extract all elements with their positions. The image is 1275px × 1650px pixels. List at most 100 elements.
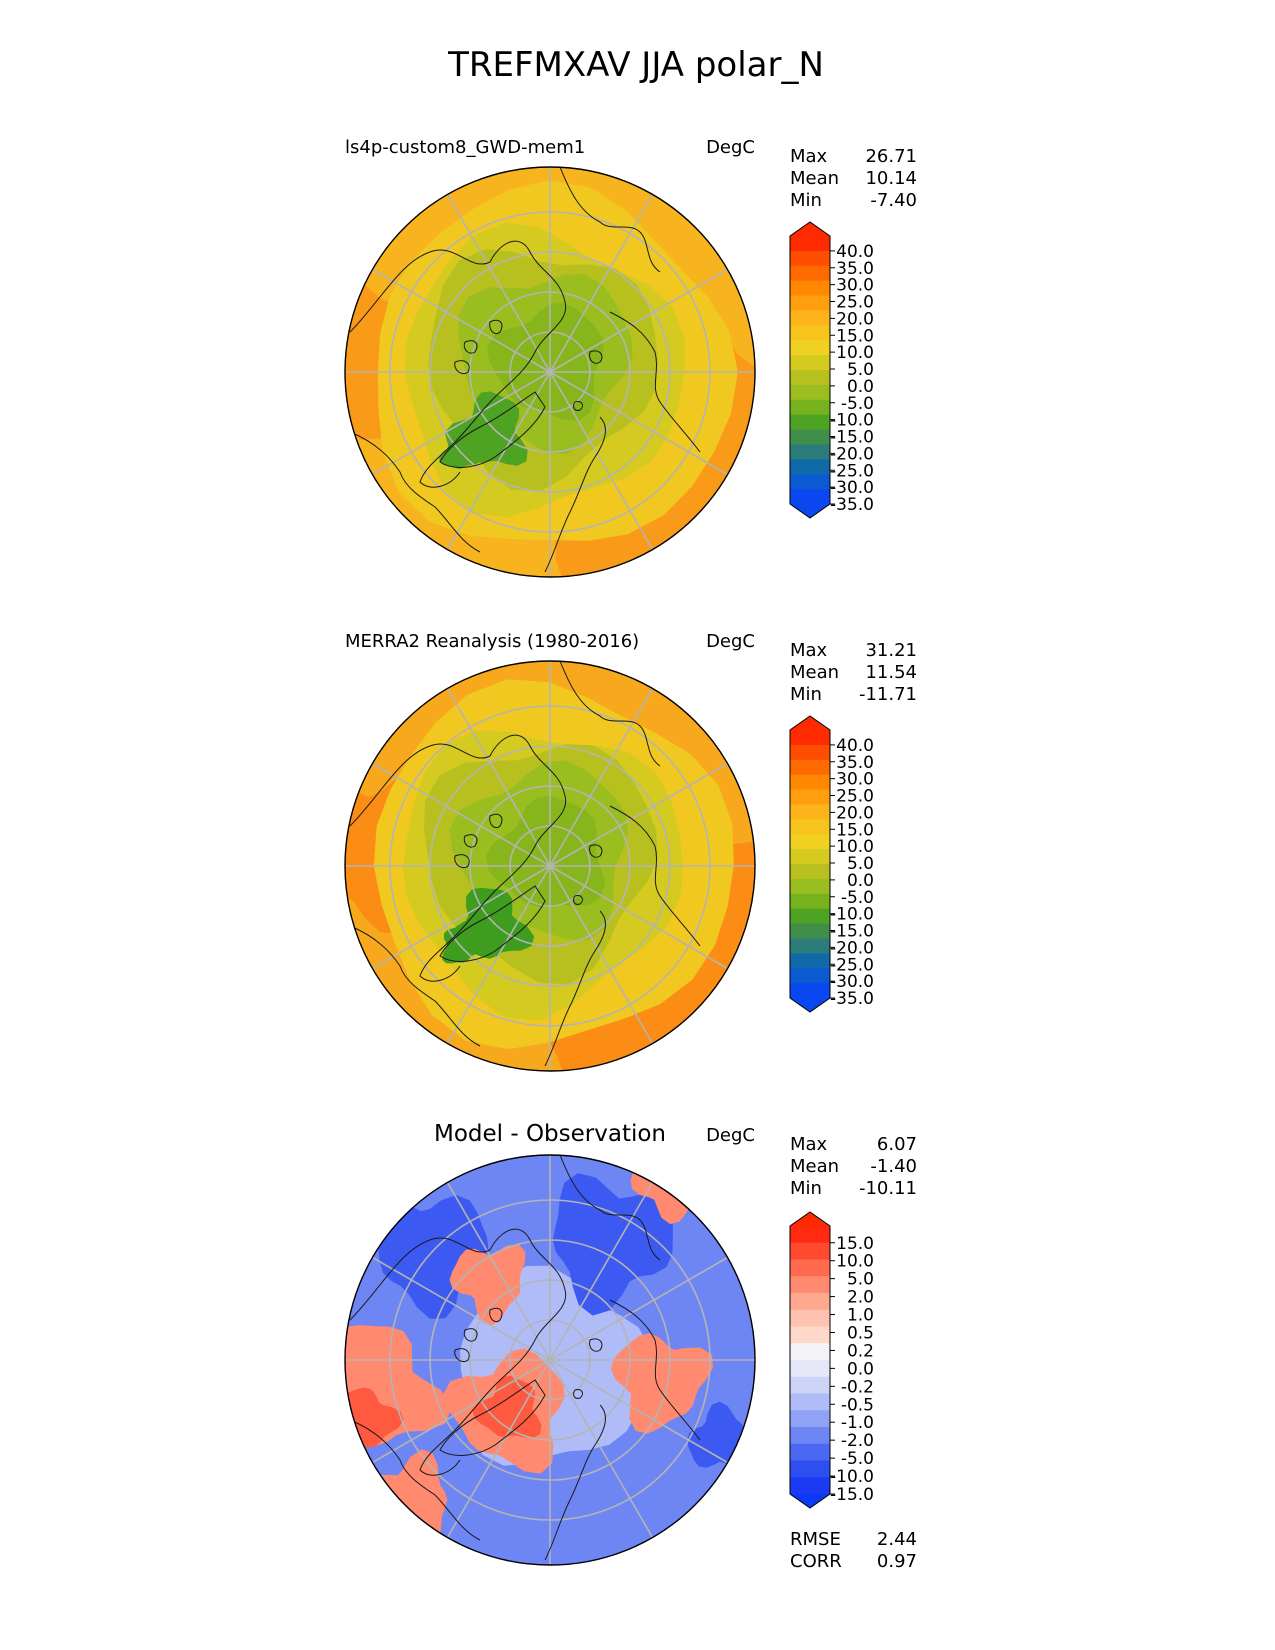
stat-label-min: Min — [790, 1178, 822, 1199]
colorbar-segment — [790, 968, 830, 984]
coastline — [463, 834, 478, 848]
meridian-line — [372, 1359, 551, 1464]
colorbar-tick-label: 35.0 — [836, 753, 874, 773]
map-boundary — [344, 1154, 756, 1566]
colorbar-tick-label: 35.0 — [836, 259, 874, 279]
stat-value-min: -11.71 — [859, 684, 917, 705]
meridian-line — [549, 194, 654, 373]
colorbar-segment — [790, 983, 830, 999]
colorbar-extend-bottom — [790, 998, 830, 1012]
colorbar-segment — [790, 789, 830, 805]
stat-value-corr: 0.97 — [877, 1551, 917, 1572]
colorbar-segment — [790, 236, 830, 252]
colorbar-tick-label: 20.0 — [836, 309, 874, 329]
colorbar-tick-label: 15.0 — [836, 820, 874, 840]
colorbar-tick-label: -30.0 — [830, 478, 874, 498]
polar-map — [344, 166, 756, 578]
coastline — [454, 1348, 470, 1363]
colorbar-tick-label: 40.0 — [836, 736, 874, 756]
colorbar-extend-bottom — [790, 1494, 830, 1508]
coastline — [439, 1379, 546, 1456]
error-stats: RMSE 2.44 CORR 0.97 — [790, 1529, 917, 1572]
stat-value-max: 31.21 — [865, 640, 917, 661]
coastline — [544, 1404, 606, 1561]
meridian-line — [446, 1359, 551, 1538]
colorbar-segment — [790, 819, 830, 835]
meridian-line — [549, 865, 728, 970]
colorbar-segment — [790, 908, 830, 925]
colorbar-segment — [790, 459, 830, 475]
stat-value-min: -10.11 — [859, 1178, 917, 1199]
stat-label-mean: Mean — [790, 662, 839, 683]
coastline — [589, 844, 603, 858]
colorbar-segment — [790, 923, 830, 939]
colorbar-tick-label: -0.5 — [841, 1395, 874, 1415]
colorbar-segment — [790, 370, 830, 386]
colorbar-tick-label: -10.0 — [830, 905, 874, 925]
colorbar-extend-top — [790, 1212, 830, 1226]
coastline — [463, 340, 478, 354]
colorbar-segment — [790, 849, 830, 865]
stat-label-mean: Mean — [790, 168, 839, 189]
colorbar-segment — [790, 864, 830, 880]
coastline — [573, 401, 583, 411]
map-boundary — [344, 166, 756, 578]
panel-units: DegC — [706, 631, 755, 652]
colorbar-tick-label: 5.0 — [847, 1270, 874, 1290]
stat-label-min: Min — [790, 684, 822, 705]
map-boundary — [344, 660, 756, 1072]
meridian-line — [446, 688, 551, 867]
coastline — [544, 910, 606, 1067]
colorbar-segment — [790, 1376, 830, 1394]
coastline — [589, 350, 603, 364]
colorbar-segment — [790, 384, 830, 401]
meridian-line — [549, 268, 728, 373]
colorbar-tick-label: 40.0 — [836, 242, 874, 262]
colorbar-tick-label: 10.0 — [836, 343, 874, 363]
stat-value-rmse: 2.44 — [877, 1529, 917, 1550]
stats-block: Max 6.07 Mean -1.40 Min -10.11 — [790, 1134, 917, 1199]
stat-value-max: 6.07 — [877, 1134, 917, 1155]
colorbar-tick-label: -35.0 — [830, 495, 874, 515]
colorbar-segment — [790, 280, 830, 297]
meridian-line — [549, 371, 728, 476]
meridian-line — [549, 688, 654, 867]
colorbar-tick-label: 15.0 — [836, 1234, 874, 1254]
coastline — [589, 1338, 603, 1352]
meridian-line — [549, 1359, 654, 1538]
stat-label-max: Max — [790, 1134, 828, 1155]
colorbar-tick-label: -25.0 — [830, 955, 874, 975]
colorbar-segment — [790, 938, 830, 954]
field-region — [449, 1244, 526, 1326]
coastlines — [349, 661, 701, 1067]
polar-map — [344, 1154, 756, 1566]
stat-label-mean: Mean — [790, 1156, 839, 1177]
meridian-line — [372, 268, 551, 373]
colorbar-tick-label: 15.0 — [836, 326, 874, 346]
meridian-line — [549, 762, 728, 867]
colorbar-extend-bottom — [790, 504, 830, 518]
colorbar-segment — [790, 1293, 830, 1311]
coastline — [454, 854, 470, 869]
stat-label-rmse: RMSE — [790, 1529, 841, 1550]
meridian-line — [446, 1182, 551, 1361]
colorbar-tick-label: -30.0 — [830, 972, 874, 992]
coastline — [489, 813, 503, 829]
colorbar-segment — [790, 1309, 830, 1327]
map-field — [345, 1155, 755, 1565]
colorbar-tick-label: -10.0 — [830, 1467, 874, 1487]
stat-value-max: 26.71 — [865, 146, 917, 167]
meridian-line — [446, 371, 551, 550]
colorbar-segment — [790, 744, 830, 761]
colorbar-segment — [790, 340, 830, 356]
colorbar-tick-label: -20.0 — [830, 444, 874, 464]
colorbar-segment — [790, 1276, 830, 1294]
colorbar-tick-label: -2.0 — [841, 1431, 874, 1451]
meridian-line — [549, 371, 654, 550]
panel-label: ls4p-custom8_GWD-mem1 — [345, 137, 585, 158]
colorbar-tick-label: 10.0 — [836, 1252, 874, 1272]
coastline — [349, 431, 481, 553]
stats-block: Max 31.21 Mean 11.54 Min -11.71 — [790, 640, 917, 705]
coastline — [349, 734, 567, 982]
colorbar-segment — [790, 429, 830, 445]
